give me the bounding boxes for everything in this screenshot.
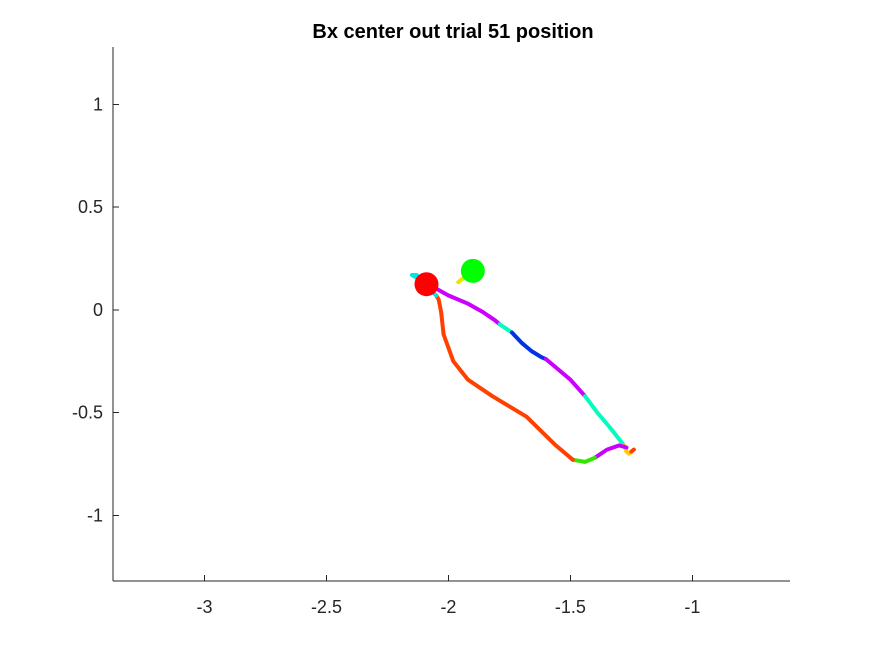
y-axis-ticks: 1 0.5 0 -0.5 -1 xyxy=(72,95,119,525)
y-tick-label: 1 xyxy=(93,95,103,115)
trajectory-segment xyxy=(497,322,514,335)
x-axis-ticks: -3 -2.5 -2 -1.5 -1 xyxy=(196,575,700,617)
chart-title: Bx center out trial 51 position xyxy=(312,21,593,43)
trajectory-segment xyxy=(434,293,575,462)
trajectory-segment xyxy=(424,281,502,327)
trajectory-segment xyxy=(544,357,588,399)
trajectory-segment xyxy=(592,443,629,460)
target-marker xyxy=(460,258,485,283)
y-tick-label: -1 xyxy=(87,505,103,525)
y-tick-label: -0.5 xyxy=(72,403,103,423)
x-tick-label: -2.5 xyxy=(311,597,342,617)
x-tick-label: -1 xyxy=(684,597,700,617)
y-tick-label: 0.5 xyxy=(78,197,103,217)
trajectory-segment xyxy=(629,447,636,454)
x-tick-label: -3 xyxy=(196,597,212,617)
y-tick-label: 0 xyxy=(93,300,103,320)
start-marker xyxy=(414,272,439,297)
trajectory-segment xyxy=(570,455,597,464)
x-tick-label: -2 xyxy=(440,597,456,617)
x-tick-label: -1.5 xyxy=(555,597,586,617)
plot-area: -3 -2.5 -2 -1.5 -1 1 0.5 0 -0.5 -1 xyxy=(72,47,790,617)
trajectory-segment xyxy=(583,394,627,448)
trajectory-segment xyxy=(509,330,548,362)
markers xyxy=(414,258,485,297)
